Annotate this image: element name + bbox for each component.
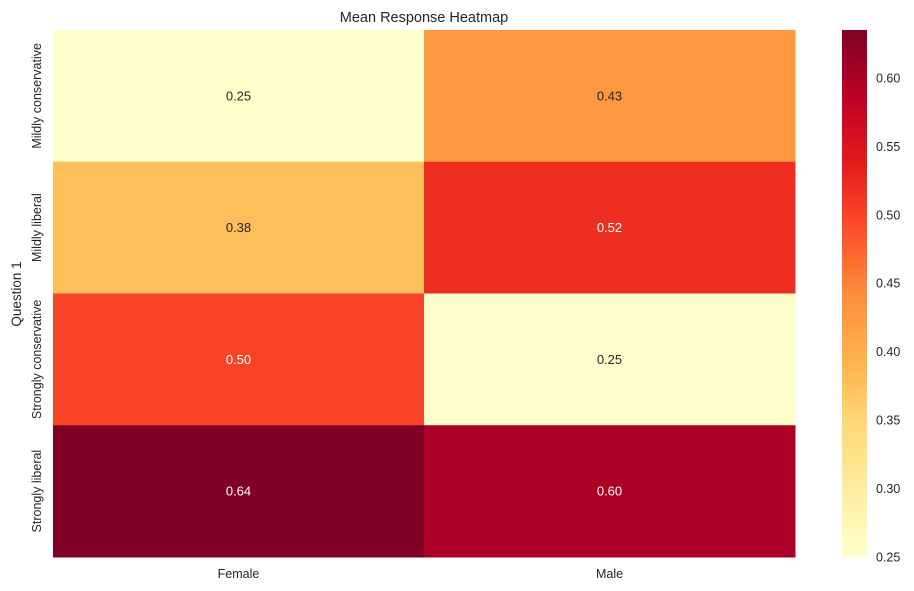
cell-value-label: 0.60 — [597, 484, 622, 499]
colorbar-tick-label: 0.35 — [876, 414, 900, 428]
y-tick-label: Strongly conservative — [30, 300, 44, 420]
colorbar-tick-labels: 0.25 0.30 0.35 0.40 0.45 0.50 0.55 0.60 — [876, 71, 900, 564]
heatmap-cells — [53, 30, 796, 558]
cell-value-label: 0.52 — [597, 220, 622, 235]
heatmap-cell-labels: 0.25 0.43 0.38 0.52 0.50 0.25 0.64 0.60 — [226, 88, 622, 498]
heatmap-cell — [53, 161, 425, 294]
heatmap-cell — [424, 161, 796, 294]
chart-title: Mean Response Heatmap — [340, 10, 508, 26]
x-tick-labels: Female Male — [218, 567, 623, 581]
cell-value-label: 0.38 — [226, 220, 251, 235]
y-axis-label: Question 1 — [9, 261, 24, 326]
colorbar — [842, 30, 867, 557]
colorbar-tick-label: 0.25 — [876, 551, 900, 565]
cell-value-label: 0.25 — [597, 352, 622, 367]
x-tick-label: Female — [218, 567, 260, 581]
heatmap-cell — [424, 425, 796, 558]
colorbar-tick-label: 0.40 — [876, 345, 900, 359]
colorbar-tick-label: 0.50 — [876, 208, 900, 222]
cell-value-label: 0.25 — [226, 88, 251, 103]
heatmap-cell — [53, 425, 425, 558]
x-tick-label: Male — [596, 567, 623, 581]
colorbar-tick-label: 0.30 — [876, 482, 900, 496]
y-tick-labels: Mildly conservative Mildly liberal Strongl… — [30, 43, 44, 532]
y-tick-label: Mildly conservative — [30, 43, 44, 149]
heatmap-cell — [424, 293, 796, 426]
cell-value-label: 0.64 — [226, 484, 251, 499]
heatmap-cell — [424, 30, 796, 163]
heatmap-cell — [53, 293, 425, 426]
y-tick-label: Strongly liberal — [30, 450, 44, 533]
heatmap-cell — [53, 30, 425, 163]
colorbar-tick-label: 0.45 — [876, 277, 900, 291]
cell-value-label: 0.50 — [226, 352, 251, 367]
colorbar-tick-label: 0.60 — [876, 71, 900, 85]
cell-value-label: 0.43 — [597, 88, 622, 103]
colorbar-tick-label: 0.55 — [876, 140, 900, 154]
y-tick-label: Mildly liberal — [30, 193, 44, 262]
